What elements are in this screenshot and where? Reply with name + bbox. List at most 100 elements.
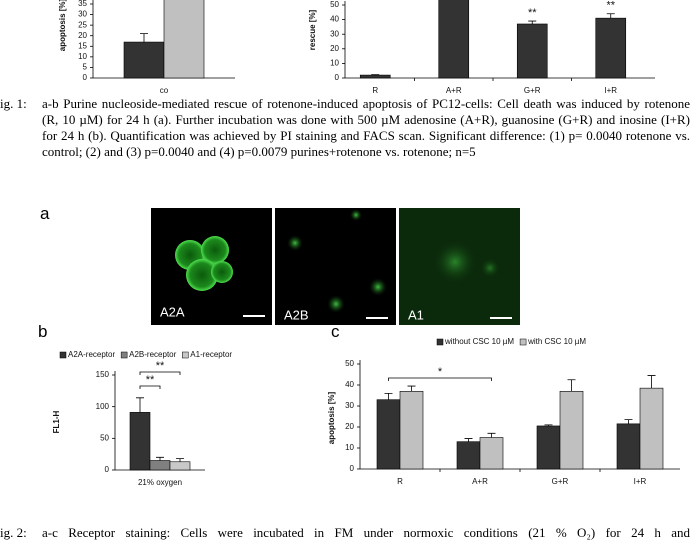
y-tick-label: 150 bbox=[96, 370, 110, 379]
bar bbox=[170, 462, 190, 470]
y-tick-label: 50 bbox=[345, 359, 354, 368]
legend-swatch bbox=[437, 339, 443, 345]
y-tick-label: 15 bbox=[78, 41, 87, 50]
significance-bracket bbox=[140, 386, 160, 389]
y-tick-label: 30 bbox=[345, 401, 354, 410]
error-bar bbox=[176, 459, 184, 462]
x-tick-label: R bbox=[397, 477, 403, 486]
y-tick-label: 0 bbox=[335, 73, 340, 82]
bar bbox=[360, 75, 390, 78]
cell bbox=[327, 295, 345, 313]
figure-caption: a-c Receptor staining: Cells were incuba… bbox=[42, 525, 690, 541]
y-axis-label: FL1-H bbox=[52, 410, 61, 433]
error-bar bbox=[136, 398, 144, 413]
significance-bracket bbox=[389, 378, 492, 381]
y-tick-label: 20 bbox=[330, 44, 339, 53]
bar bbox=[517, 24, 547, 78]
cell bbox=[433, 240, 477, 284]
cell bbox=[287, 235, 303, 251]
annotation: ** bbox=[606, 0, 615, 12]
y-tick-label: 25 bbox=[78, 20, 87, 29]
error-bar bbox=[488, 433, 496, 437]
x-tick-label: I+R bbox=[634, 477, 647, 486]
figure-caption: a-b Purine nucleoside-mediated rescue of… bbox=[42, 96, 690, 160]
x-tick-label: I+R bbox=[604, 86, 617, 95]
error-bar bbox=[625, 420, 633, 424]
error-bar bbox=[408, 386, 416, 391]
cell bbox=[480, 258, 500, 278]
bar bbox=[560, 391, 583, 469]
cell bbox=[350, 209, 362, 221]
annotation: * bbox=[438, 366, 443, 378]
y-tick-label: 0 bbox=[83, 73, 88, 82]
y-tick-label: 10 bbox=[330, 59, 339, 68]
x-tick-label: G+R bbox=[524, 86, 541, 95]
annotation: ** bbox=[528, 7, 537, 19]
x-tick-label: co bbox=[160, 86, 169, 95]
y-tick-label: 40 bbox=[345, 380, 354, 389]
bar bbox=[640, 388, 663, 469]
micrographs: A2A A2B A1 bbox=[151, 208, 520, 325]
cell bbox=[369, 278, 387, 296]
panel-letter: a bbox=[40, 204, 49, 224]
y-axis-label: rescue [%] bbox=[308, 9, 317, 50]
x-tick-label: R bbox=[372, 86, 378, 95]
x-tick-label: A+R bbox=[472, 477, 488, 486]
bar bbox=[150, 461, 170, 471]
error-bar bbox=[156, 457, 164, 460]
legend-swatch bbox=[182, 352, 188, 358]
legend-label: A2A-receptor bbox=[68, 350, 115, 359]
y-tick-label: 40 bbox=[330, 15, 339, 24]
legend-label: with CSC 10 µM bbox=[527, 337, 586, 346]
error-bar bbox=[385, 393, 393, 399]
bar bbox=[377, 400, 400, 469]
error-bar bbox=[528, 21, 536, 24]
bar bbox=[457, 442, 480, 469]
x-tick-label: G+R bbox=[552, 477, 569, 486]
x-tick-label: 21% oxygen bbox=[138, 478, 182, 487]
bar bbox=[480, 438, 503, 470]
legend-label: A2B-receptor bbox=[129, 350, 176, 359]
panel-letter: b bbox=[38, 322, 47, 342]
bar bbox=[439, 0, 469, 78]
image-label: A1 bbox=[408, 307, 424, 322]
cell bbox=[211, 261, 233, 283]
figure-label: ig. 2: bbox=[0, 525, 27, 541]
y-tick-label: 10 bbox=[345, 443, 354, 452]
annotation: ** bbox=[156, 360, 165, 372]
annotation: ** bbox=[146, 374, 155, 386]
y-tick-label: 0 bbox=[105, 465, 110, 474]
bar bbox=[130, 412, 150, 470]
error-bar bbox=[465, 439, 473, 442]
error-bar bbox=[648, 376, 656, 389]
bar bbox=[124, 42, 164, 78]
y-tick-label: 50 bbox=[330, 0, 339, 9]
figure-label: ig. 1: bbox=[0, 96, 27, 112]
y-tick-label: 20 bbox=[78, 31, 87, 40]
error-bar bbox=[568, 380, 576, 392]
y-tick-label: 100 bbox=[96, 402, 110, 411]
bar bbox=[617, 424, 640, 469]
image-label: A2B bbox=[284, 307, 309, 322]
bar bbox=[400, 391, 423, 469]
y-tick-label: 5 bbox=[83, 63, 88, 72]
x-tick-label: A+R bbox=[446, 86, 462, 95]
bar bbox=[164, 0, 204, 78]
legend-label: A1-receptor bbox=[190, 350, 232, 359]
y-axis-label: apoptosis [%] bbox=[327, 391, 336, 444]
y-tick-label: 0 bbox=[350, 464, 355, 473]
y-tick-label: 50 bbox=[100, 433, 109, 442]
legend-swatch bbox=[121, 352, 127, 358]
bar bbox=[537, 426, 560, 469]
y-tick-label: 10 bbox=[78, 52, 87, 61]
y-axis-label: apoptosis [%] bbox=[58, 0, 67, 51]
error-bar bbox=[140, 34, 148, 42]
y-tick-label: 20 bbox=[345, 422, 354, 431]
y-tick-label: 35 bbox=[78, 0, 87, 8]
legend-label: without CSC 10 µM bbox=[444, 337, 514, 346]
bar bbox=[596, 18, 626, 78]
panel-letter: c bbox=[331, 322, 340, 342]
error-bar bbox=[607, 14, 615, 18]
